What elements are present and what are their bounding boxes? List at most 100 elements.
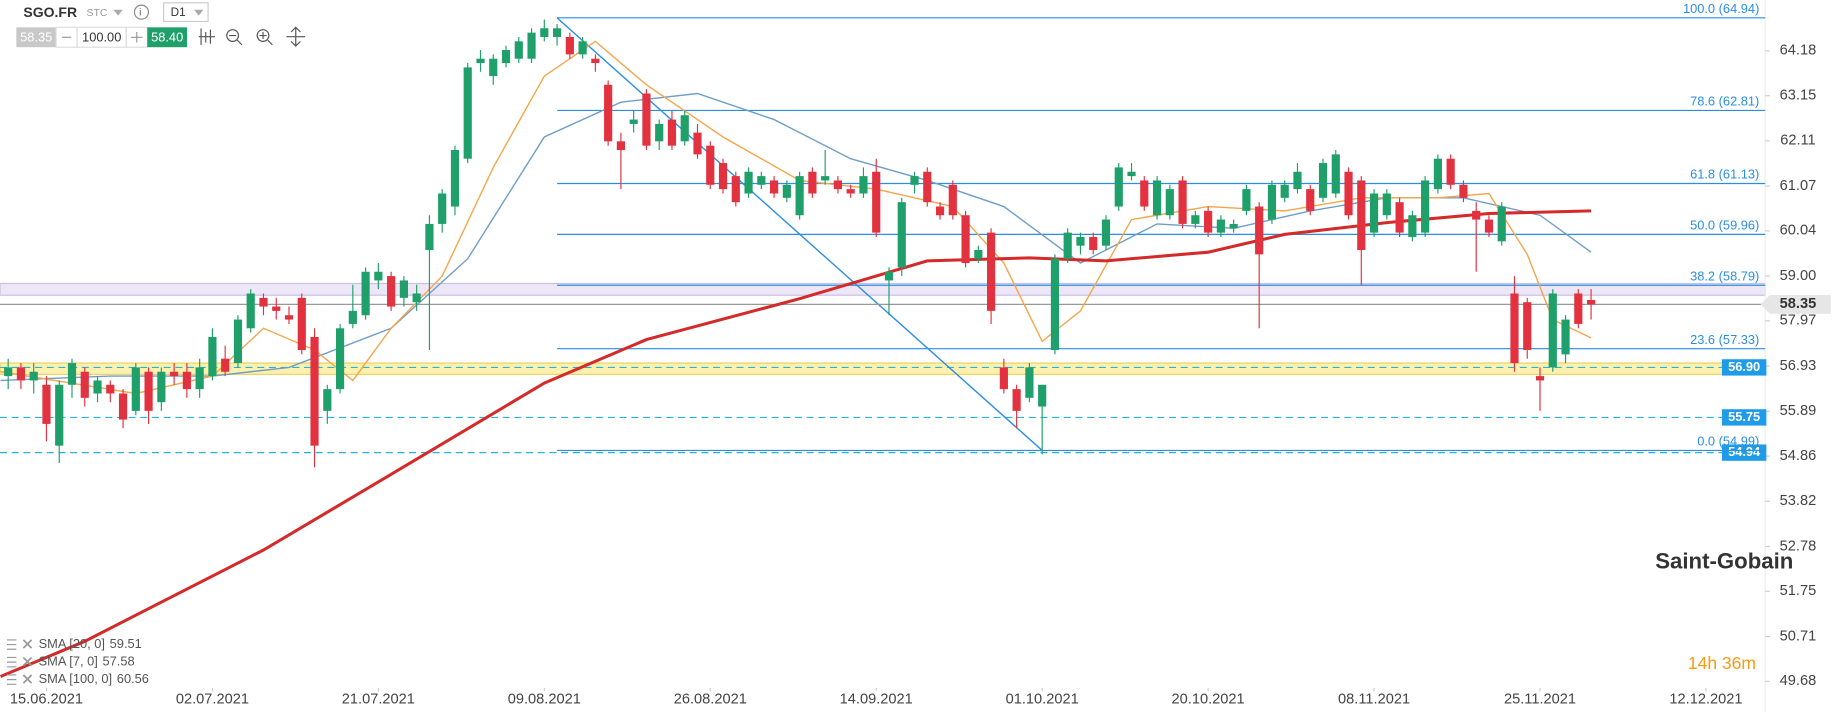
legend-name: SMA [7, 0]: [39, 654, 98, 669]
timer: 14h 36m: [1688, 653, 1756, 673]
fib-label: 0.0 (54.99): [1697, 434, 1759, 449]
candle-body: [1038, 384, 1047, 407]
dropdown-arrow[interactable]: [113, 9, 123, 16]
candle-body: [1408, 215, 1417, 237]
candle-body: [93, 380, 102, 394]
candle-body: [157, 371, 166, 403]
fib-label: 78.6 (62.81): [1690, 94, 1759, 109]
fib-label: 100.0 (64.94): [1683, 1, 1759, 16]
interval: D1: [171, 6, 186, 19]
candle-body: [1318, 163, 1328, 198]
info-i: i: [139, 7, 141, 19]
chart-type-icon[interactable]: [198, 28, 216, 45]
candle-body: [1204, 210, 1213, 233]
y-tick-label: 52.78: [1780, 538, 1817, 554]
candle-body: [782, 184, 791, 198]
candle-body: [1242, 189, 1251, 211]
candle-body: [591, 58, 600, 64]
legend-value: 60.56: [117, 671, 149, 686]
candle-body: [310, 336, 319, 446]
candle-body: [833, 180, 843, 190]
level-box: [1721, 359, 1767, 376]
bid: 58.35: [20, 29, 52, 44]
candle-body: [1293, 171, 1302, 190]
y-tick-label: 50.71: [1780, 628, 1817, 644]
candle-body: [1191, 215, 1200, 224]
x-tick-label: 26.08.2021: [674, 691, 747, 707]
candle-body: [616, 141, 625, 151]
sell-button[interactable]: [16, 27, 57, 48]
candle-body: [604, 84, 613, 142]
candle-body: [1216, 219, 1225, 233]
y-tick-label: 64.18: [1780, 43, 1817, 59]
plus: [130, 32, 143, 43]
sma-line: [0, 209, 1592, 678]
candles: [4, 19, 1596, 468]
candle-body: [1395, 202, 1404, 233]
candle-body: [348, 310, 357, 324]
candle-body: [1446, 158, 1455, 185]
zoom-out[interactable]: [226, 29, 240, 42]
y-tick-label: 61.07: [1780, 178, 1817, 194]
zoom-in[interactable]: [256, 29, 270, 42]
level-label: 55.75: [1728, 409, 1760, 424]
candle-body: [361, 271, 370, 316]
candle-body: [1459, 184, 1468, 198]
candle-body: [1229, 223, 1238, 229]
candle-body: [578, 41, 587, 55]
candle-body: [846, 189, 855, 194]
candle-body: [540, 28, 549, 37]
exchange[interactable]: STC: [87, 7, 108, 19]
interval-select[interactable]: [163, 2, 209, 23]
candle-body: [1178, 180, 1187, 224]
candle-body: [706, 145, 715, 185]
buy-button[interactable]: [147, 27, 188, 48]
y-tick-label: 55.89: [1780, 403, 1817, 419]
candle-body: [1382, 193, 1391, 216]
candle-body: [1165, 189, 1174, 216]
candle-body: [42, 384, 51, 424]
toolbar: SGO.FR STC i D1 58.35 100.00 58.40 Saint…: [16, 2, 1793, 673]
candle-body: [335, 328, 345, 390]
candle-body: [221, 358, 230, 372]
candle-body: [1484, 219, 1494, 233]
candle-body: [680, 115, 689, 142]
legend-remove[interactable]: [22, 674, 33, 684]
legend-icon: [7, 674, 17, 685]
candle-body: [1523, 302, 1532, 351]
candle-body: [259, 297, 268, 307]
candle-body: [961, 215, 970, 264]
candle-body: [1025, 367, 1034, 398]
candle-body: [1369, 193, 1379, 233]
candle-body: [1421, 180, 1430, 233]
candle-body: [463, 67, 472, 159]
x-tick-label: 12.12.2021: [1669, 691, 1742, 707]
last-price-box: [1760, 295, 1831, 314]
candle-body: [795, 176, 804, 216]
candle-body: [897, 202, 906, 268]
info-icon[interactable]: [133, 4, 150, 20]
candle-body: [552, 28, 562, 37]
candle-body: [4, 367, 13, 377]
candle-body: [1331, 154, 1340, 194]
level-label: 54.94: [1728, 444, 1761, 459]
candle-body: [1140, 180, 1149, 207]
fib-label: 50.0 (59.96): [1690, 218, 1759, 233]
legend-remove[interactable]: [22, 656, 33, 667]
candle-body: [195, 367, 204, 390]
candle-body: [1050, 258, 1060, 351]
legend-remove[interactable]: [22, 639, 33, 649]
y-tick-label: 59.00: [1780, 268, 1817, 284]
candle-body: [642, 93, 651, 146]
candle-body: [872, 171, 881, 233]
candle-body: [667, 119, 677, 146]
candle-body: [744, 171, 753, 194]
legend-name: SMA [100, 0]: [39, 671, 113, 686]
level-box: [1721, 409, 1767, 426]
candle-body: [884, 271, 894, 281]
y-tick-label: 54.86: [1780, 448, 1817, 464]
candle-body: [718, 163, 728, 190]
candle-body: [821, 176, 830, 181]
instrument-name: Saint-Gobain: [1655, 549, 1793, 574]
pan-tool[interactable]: [286, 26, 306, 47]
